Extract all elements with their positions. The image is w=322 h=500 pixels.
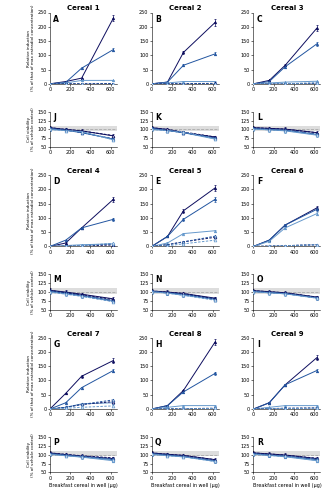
Y-axis label: Relative induction
(% of that of max estradiol concentration): Relative induction (% of that of max est… [27, 330, 35, 416]
Bar [50, 126, 117, 131]
Text: M: M [53, 276, 61, 284]
Y-axis label: Cell viability
(% of vehicle control): Cell viability (% of vehicle control) [27, 433, 35, 476]
Text: E: E [155, 177, 160, 186]
Y-axis label: Cell viability
(% of vehicle control): Cell viability (% of vehicle control) [27, 270, 35, 314]
Text: K: K [155, 112, 161, 122]
Title: Cereal 7: Cereal 7 [67, 330, 100, 336]
X-axis label: Breakfast cereal in well (µg): Breakfast cereal in well (µg) [151, 483, 220, 488]
Text: I: I [257, 340, 260, 349]
Text: R: R [257, 438, 263, 447]
Text: N: N [155, 276, 162, 284]
Title: Cereal 9: Cereal 9 [270, 330, 303, 336]
Bar [253, 288, 320, 294]
Bar [152, 288, 219, 294]
Title: Cereal 5: Cereal 5 [169, 168, 201, 174]
Bar [253, 126, 320, 131]
Text: C: C [257, 14, 262, 24]
Text: Q: Q [155, 438, 162, 447]
Text: H: H [155, 340, 162, 349]
Text: D: D [53, 177, 60, 186]
Title: Cereal 1: Cereal 1 [67, 6, 100, 12]
Text: L: L [257, 112, 262, 122]
Bar [50, 288, 117, 294]
Bar [152, 126, 219, 131]
Text: F: F [257, 177, 262, 186]
X-axis label: Breakfast cereal in well (µg): Breakfast cereal in well (µg) [49, 483, 118, 488]
Y-axis label: Relative induction
(% of that of max estradiol concentration): Relative induction (% of that of max est… [27, 168, 35, 254]
Title: Cereal 6: Cereal 6 [271, 168, 303, 174]
Bar [152, 451, 219, 456]
Title: Cereal 3: Cereal 3 [270, 6, 303, 12]
X-axis label: Breakfast cereal in well (µg): Breakfast cereal in well (µg) [252, 483, 321, 488]
Text: G: G [53, 340, 60, 349]
Title: Cereal 4: Cereal 4 [67, 168, 100, 174]
Text: B: B [155, 14, 161, 24]
Y-axis label: Relative induction
(% of that of max estradiol concentration): Relative induction (% of that of max est… [27, 5, 35, 92]
Bar [50, 451, 117, 456]
Text: A: A [53, 14, 59, 24]
Text: O: O [257, 276, 263, 284]
Bar [253, 451, 320, 456]
Title: Cereal 8: Cereal 8 [169, 330, 202, 336]
Text: J: J [53, 112, 56, 122]
Title: Cereal 2: Cereal 2 [169, 6, 201, 12]
Text: P: P [53, 438, 59, 447]
Y-axis label: Cell viability
(% of vehicle control): Cell viability (% of vehicle control) [27, 108, 35, 152]
